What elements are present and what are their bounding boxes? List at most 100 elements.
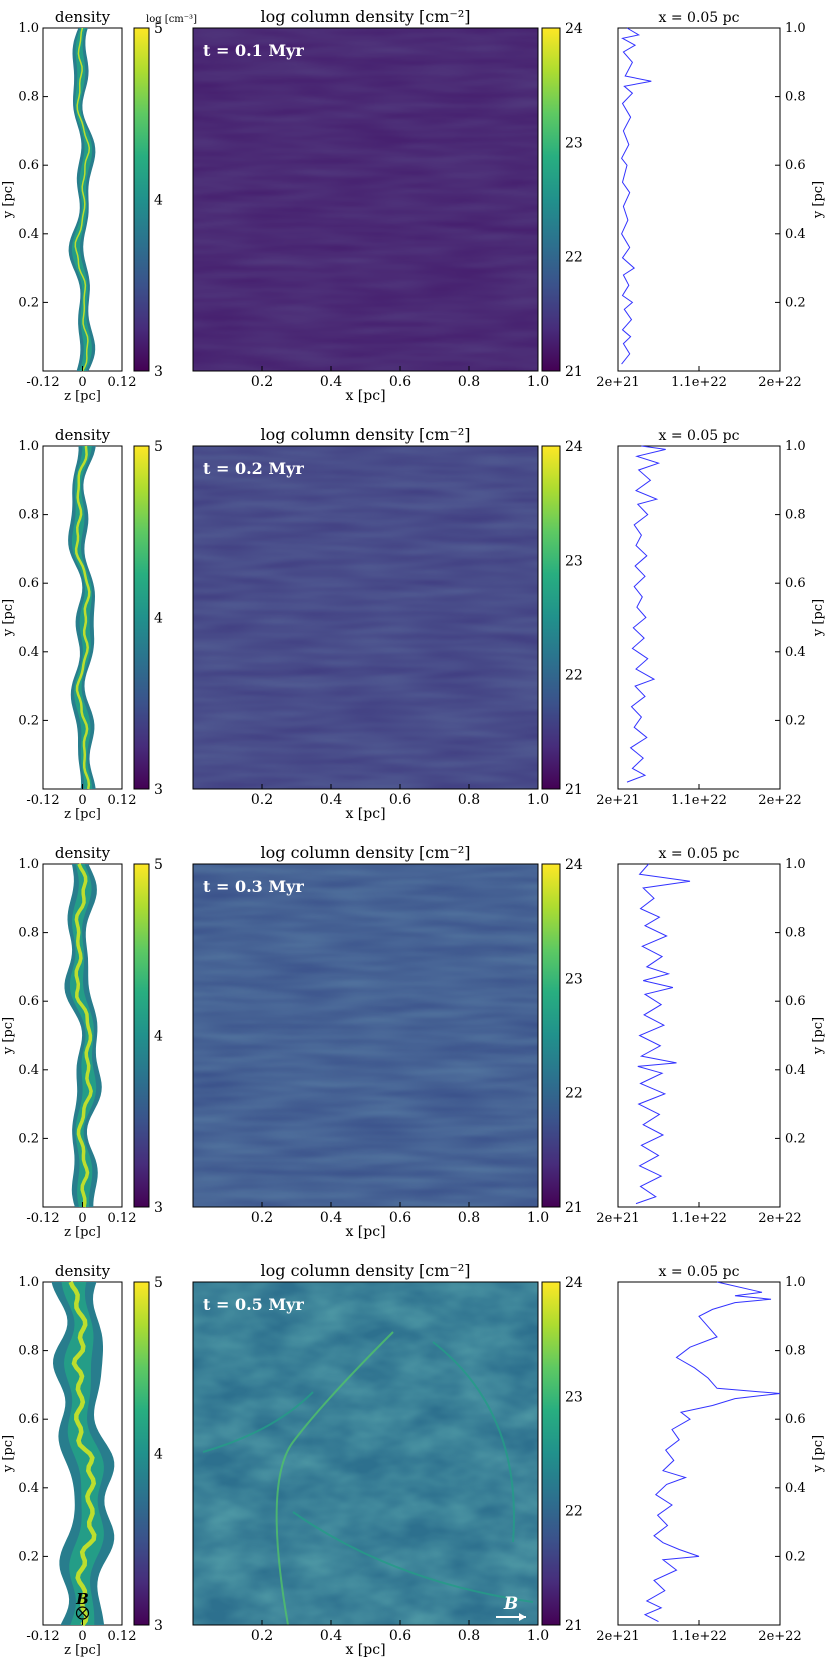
time-label: t = 0.5 Myr (203, 1295, 304, 1314)
profile-ytick-label: 0.8 (785, 926, 806, 941)
profile-xtick-label: 1.1e+22 (671, 1211, 727, 1226)
column-colorbar-tick: 22 (565, 668, 583, 684)
profile-xtick-label: 2e+22 (758, 375, 801, 390)
column-colorbar-tick: 21 (565, 1618, 583, 1634)
density-ytick-label: 1.0 (18, 439, 39, 454)
density-colorbar-tick: 3 (154, 1618, 163, 1634)
density-xtick-label: 0.12 (108, 793, 137, 808)
density-xtick-label: -0.12 (26, 375, 59, 390)
density-xtick-label: -0.12 (26, 793, 59, 808)
filament-streaks (202, 1331, 534, 1626)
density-ytick-label: 0.4 (18, 1063, 39, 1078)
filament-envelope (64, 864, 102, 1207)
density-xtick-label: 0 (78, 1629, 86, 1644)
density-xtick-label: 0 (78, 793, 86, 808)
density-xtick-label: -0.12 (26, 1629, 59, 1644)
density-colorbar-tick: 5 (154, 1275, 163, 1291)
density-ytick-label: 0.8 (18, 508, 39, 523)
density-ytick-label: 1.0 (18, 21, 39, 36)
column-map-texture (193, 28, 538, 371)
column-colorbar-tick: 23 (565, 135, 583, 151)
profile-ytick-label: 1.0 (785, 21, 806, 36)
column-xtick-label: 0.4 (320, 792, 342, 808)
profile-ytick-label: 1.0 (785, 857, 806, 872)
profile-xtick-label: 1.1e+22 (671, 375, 727, 390)
density-ytick-label: 1.0 (18, 1275, 39, 1290)
column-colorbar-tick: 21 (565, 1200, 583, 1216)
column-xtick-label: 0.6 (389, 1628, 411, 1644)
streak (432, 1341, 515, 1543)
column-colorbar (541, 1281, 561, 1626)
profile-ytick-label: 0.6 (785, 576, 806, 591)
density-xtick-label: 0.12 (108, 1211, 137, 1226)
profile-ytick-label: 1.0 (785, 1275, 806, 1290)
column-xtick-label: 1.0 (527, 1628, 549, 1644)
density-ylabel: y [pc] (1, 1435, 16, 1473)
filament-core (74, 863, 93, 1208)
column-colorbar-tick: 24 (565, 21, 583, 37)
density-colorbar-tick: 3 (154, 364, 163, 380)
profile-ylabel: y [pc] (811, 1435, 826, 1473)
column-xtick-label: 0.6 (389, 792, 411, 808)
column-xtick-label: 0.4 (320, 374, 342, 390)
column-colorbar (541, 27, 561, 372)
density-colorbar (133, 1281, 150, 1626)
field-arrow-icon (519, 1613, 526, 1621)
time-label: t = 0.2 Myr (203, 459, 304, 478)
streak (275, 1331, 394, 1626)
density-xtick-label: 0 (78, 375, 86, 390)
profile-xtick-label: 1.1e+22 (671, 1629, 727, 1644)
row-0: density -0.12 0 0.12 z [pc] 0.2 0.4 0.6 0.8 1.0 y … (1, 7, 826, 404)
column-colorbar-tick: 23 (565, 971, 583, 987)
density-colorbar-label: log [cm⁻³] (146, 14, 197, 25)
profile-ytick-label: 0.2 (785, 1549, 806, 1564)
density-colorbar-tick: 5 (154, 439, 163, 455)
density-xtick-label: 0 (78, 1211, 86, 1226)
density-ytick-label: 0.6 (18, 158, 39, 173)
density-colorbar-tick: 4 (154, 1447, 163, 1463)
column-xtick-label: 0.8 (458, 1210, 480, 1226)
column-xtick-label: 1.0 (527, 1210, 549, 1226)
density-title: density (55, 426, 111, 444)
column-colorbar-tick: 24 (565, 857, 583, 873)
density-ytick-label: 0.4 (18, 1481, 39, 1496)
row-1: density -0.12 0 0.12 z [pc] 0.2 0.4 0.6 0.8 1.0 y … (1, 425, 826, 822)
profile-ytick-label: 1.0 (785, 439, 806, 454)
profile-title: x = 0.05 pc (659, 846, 740, 862)
density-title: density (55, 844, 111, 862)
column-xtick-label: 0.8 (458, 374, 480, 390)
density-ylabel: y [pc] (1, 181, 16, 219)
column-frame (192, 445, 539, 790)
filament-layer (51, 1281, 115, 1627)
panel-rows: density -0.12 0 0.12 z [pc] 0.2 0.4 0.6 0.8 1.0 y … (1, 7, 826, 1658)
column-colorbar-tick: 21 (565, 782, 583, 798)
column-xtick-label: 0.2 (251, 1210, 273, 1226)
column-title: log column density [cm⁻²] (260, 1261, 470, 1280)
column-xlabel: x [pc] (345, 1642, 385, 1658)
density-colorbar (133, 27, 150, 372)
profile-ytick-label: 0.4 (785, 1063, 806, 1078)
profile-ytick-label: 0.6 (785, 158, 806, 173)
streak (292, 1511, 534, 1603)
column-map-texture (193, 446, 538, 789)
profile-series-line (643, 1281, 781, 1623)
profile-xtick-label: 2e+22 (758, 793, 801, 808)
profile-frame (617, 863, 781, 1208)
row-2: density -0.12 0 0.12 z [pc] 0.2 0.4 0.6 0.8 1.0 y … (1, 843, 826, 1240)
time-label: t = 0.3 Myr (203, 877, 304, 896)
density-colorbar-tick: 3 (154, 1200, 163, 1216)
density-colorbar (133, 445, 150, 790)
density-title: density (55, 8, 111, 26)
profile-ytick-label: 0.2 (785, 713, 806, 728)
row-3: density -0.12 0 0.12 z [pc] 0.2 0.4 0.6 0.8 1.0 y … (1, 1261, 826, 1658)
density-xtick-label: 0.12 (108, 375, 137, 390)
profile-ytick-label: 0.6 (785, 994, 806, 1009)
column-field-label: B (503, 1594, 518, 1614)
profile-ytick-label: 0.6 (785, 1412, 806, 1427)
column-xtick-label: 0.6 (389, 1210, 411, 1226)
field-cross-mark (78, 1608, 87, 1618)
column-xtick-label: 0.2 (251, 374, 273, 390)
profile-series-line (635, 863, 691, 1205)
density-colorbar-tick: 4 (154, 1029, 163, 1045)
profile-title: x = 0.05 pc (659, 1264, 740, 1280)
